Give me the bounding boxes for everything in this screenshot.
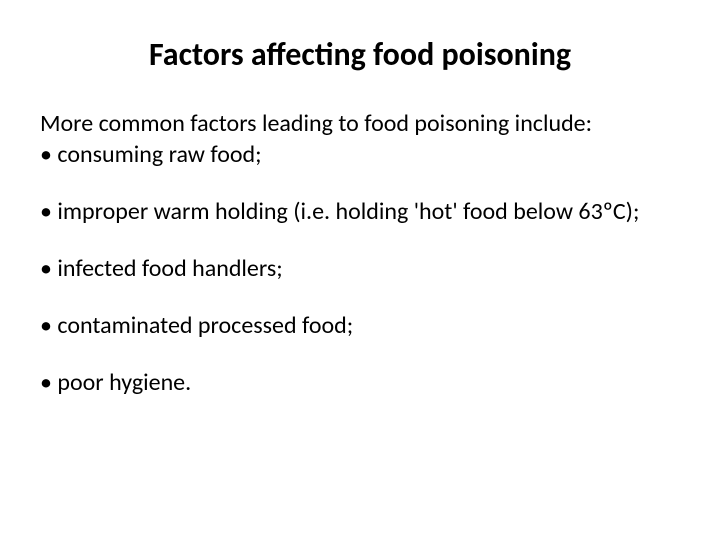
intro-text: More common factors leading to food pois… (40, 109, 680, 138)
bullet-item-3: • infected food handlers; (40, 254, 680, 283)
bullet-item-5: • poor hygiene. (40, 368, 680, 397)
slide-title: Factors affecting food poisoning (40, 35, 680, 74)
bullet-item-4: • contaminated processed food; (40, 311, 680, 340)
bullet-item-1: • consuming raw food; (40, 140, 680, 169)
bullet-item-2: • improper warm holding (i.e. holding 'h… (40, 197, 680, 226)
